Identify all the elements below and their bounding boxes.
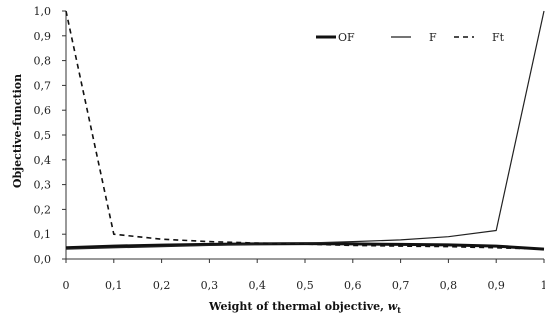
y-tick-label: 0,3 (34, 179, 52, 192)
x-tick-label: 0 (63, 279, 70, 292)
x-axis-title-sub: t (397, 305, 401, 315)
y-axis-title: Objective-function (11, 74, 24, 188)
series-line-of (65, 242, 545, 251)
x-tick-label: 0,5 (296, 279, 314, 292)
y-tick-label: 0,6 (34, 104, 52, 117)
x-tick-label: 0,2 (153, 279, 171, 292)
x-tick-label: 1 (541, 279, 545, 292)
y-tick-label: 0,9 (34, 30, 52, 43)
y-tick-label: 0,1 (34, 228, 52, 241)
x-tick-label: 0,1 (105, 279, 123, 292)
y-tick-label: 0,4 (34, 154, 52, 167)
y-tick-label: 0,8 (34, 55, 52, 68)
y-tick-label: 1,0 (34, 5, 52, 18)
series-line-f (65, 10, 545, 250)
y-tick-label: 0,2 (34, 203, 52, 216)
y-tick-label: 0,5 (34, 129, 52, 142)
x-tick-label: 0,3 (201, 279, 219, 292)
x-tick-label: 0,9 (487, 279, 505, 292)
y-tick-label: 0,7 (34, 79, 52, 92)
x-tick-label: 0,4 (248, 279, 266, 292)
x-tick-label: 0,7 (392, 279, 410, 292)
x-axis-title: Weight of thermal objective, wt (208, 300, 401, 315)
legend-label-f: F (429, 31, 437, 44)
x-tick-label: 0,6 (344, 279, 362, 292)
x-axis-title-var: w (388, 300, 398, 313)
series-line-ft (65, 10, 545, 250)
x-axis-title-text: Weight of thermal objective, (208, 300, 388, 313)
y-tick-label: 0,0 (34, 253, 52, 266)
x-tick-label: 0,8 (440, 279, 458, 292)
legend-label-of: OF (338, 31, 355, 44)
legend-label-ft: Ft (492, 31, 505, 44)
